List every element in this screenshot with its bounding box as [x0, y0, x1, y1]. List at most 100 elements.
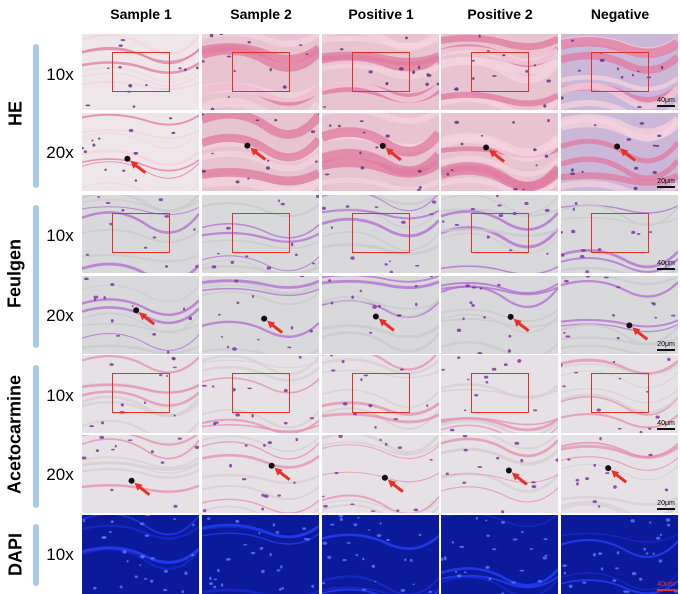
mag-label-feulgen-10x: 10x: [46, 226, 74, 245]
panel-dapi-10x-sample-1: [82, 515, 199, 594]
group-label-feulgen: Feulgen: [4, 239, 25, 309]
zoom-region-box: [232, 52, 290, 92]
panel-dapi-10x-positive-1: [322, 515, 439, 594]
panel-aceto-10x-positive-2: [441, 355, 558, 433]
scale-bar-label: 40μm: [657, 420, 675, 427]
scale-bar: 20μm: [657, 178, 675, 188]
zoom-region-box: [591, 213, 649, 253]
scale-bar-line: [657, 428, 675, 430]
panel-feulgen-20x-sample-2: [202, 276, 319, 354]
scale-bar: 20μm: [657, 341, 675, 351]
red-arrow-icon: [124, 155, 147, 174]
mag-label-he-20x: 20x: [46, 143, 74, 162]
panel-he-20x-positive-1: [322, 113, 439, 191]
group-label-dapi: DAPI: [5, 533, 26, 577]
scale-bar-line: [657, 589, 675, 591]
panel-he-10x-positive-2: [441, 34, 558, 110]
panel-dapi-10x-negative: 40μm: [561, 515, 678, 594]
panel-dapi-10x-positive-2: [441, 515, 558, 594]
red-arrow-icon: [614, 143, 637, 162]
group-label-acetocarmine: Acetocarmine: [4, 374, 25, 495]
red-arrow-icon: [372, 313, 395, 332]
red-arrow-icon: [507, 313, 530, 333]
zoom-region-box: [232, 213, 290, 253]
zoom-region-box: [112, 52, 170, 92]
zoom-region-box: [591, 373, 649, 413]
micrograph-grid: 40μm 20μm 40μm 20μm 40μm: [82, 34, 680, 594]
zoom-region-box: [352, 52, 410, 92]
red-arrow-icon: [626, 322, 649, 341]
scale-bar-label: 40μm: [657, 97, 675, 104]
panel-aceto-20x-positive-1: [322, 435, 439, 513]
scale-bar-line: [657, 508, 675, 510]
zoom-region-box: [112, 373, 170, 413]
panel-he-10x-sample-1: [82, 34, 199, 110]
panel-aceto-20x-positive-2: [441, 435, 558, 513]
red-arrow-icon: [381, 474, 404, 493]
panel-feulgen-10x-positive-1: [322, 195, 439, 273]
zoom-region-box: [352, 213, 410, 253]
zoom-region-box: [232, 373, 290, 413]
panel-aceto-20x-sample-1: [82, 435, 199, 513]
panel-he-20x-positive-2: [441, 113, 558, 191]
column-header-positive-2: Positive 2: [467, 6, 533, 22]
panel-feulgen-10x-sample-1: [82, 195, 199, 273]
zoom-region-box: [471, 52, 529, 92]
scale-bar: 40μm: [657, 260, 675, 270]
panel-he-10x-positive-1: [322, 34, 439, 110]
mag-label-he-10x: 10x: [46, 65, 74, 84]
panel-feulgen-20x-positive-2: [441, 276, 558, 354]
scale-bar-label: 40μm: [657, 260, 675, 267]
panel-he-20x-negative: 20μm: [561, 113, 678, 191]
zoom-region-box: [352, 373, 410, 413]
red-arrow-icon: [379, 142, 402, 162]
panel-dapi-10x-sample-2: [202, 515, 319, 594]
panel-he-20x-sample-1: [82, 113, 199, 191]
mag-label-aceto-10x: 10x: [46, 386, 74, 405]
group-bar-acetocarmine: [33, 365, 39, 508]
column-header-negative: Negative: [590, 6, 650, 22]
red-arrow-icon: [605, 465, 628, 484]
panel-he-10x-negative: 40μm: [561, 34, 678, 110]
scale-bar-line: [657, 349, 675, 351]
panel-feulgen-20x-sample-1: [82, 276, 199, 354]
panel-feulgen-10x-negative: 40μm: [561, 195, 678, 273]
group-bar-he: [33, 44, 39, 188]
panel-aceto-10x-sample-1: [82, 355, 199, 433]
red-arrow-icon: [505, 467, 528, 486]
scale-bar: 40μm: [657, 420, 675, 430]
scale-bar-label: 20μm: [657, 341, 675, 348]
mag-label-dapi-10x: 10x: [46, 545, 74, 564]
panel-feulgen-10x-positive-2: [441, 195, 558, 273]
red-arrow-icon: [268, 462, 291, 481]
zoom-region-box: [471, 373, 529, 413]
panel-he-10x-sample-2: [202, 34, 319, 110]
panel-he-20x-sample-2: [202, 113, 319, 191]
panel-feulgen-20x-positive-1: [322, 276, 439, 354]
zoom-region-box: [471, 213, 529, 253]
panel-aceto-10x-sample-2: [202, 355, 319, 433]
group-label-he: HE: [5, 101, 26, 127]
scale-bar-label: 20μm: [657, 500, 675, 507]
mag-label-feulgen-20x: 20x: [46, 306, 74, 325]
column-header-sample-1: Sample 1: [110, 6, 172, 22]
zoom-region-box: [112, 213, 170, 253]
panel-aceto-10x-negative: 40μm: [561, 355, 678, 433]
panel-feulgen-10x-sample-2: [202, 195, 319, 273]
red-arrow-icon: [483, 144, 506, 163]
panel-aceto-10x-positive-1: [322, 355, 439, 433]
panel-aceto-20x-negative: 20μm: [561, 435, 678, 513]
scale-bar-line: [657, 105, 675, 107]
column-header-positive-1: Positive 1: [348, 6, 414, 22]
panel-aceto-20x-sample-2: [202, 435, 319, 513]
mag-label-aceto-20x: 20x: [46, 465, 74, 484]
scale-bar-label: 20μm: [657, 178, 675, 185]
scale-bar: 20μm: [657, 500, 675, 510]
zoom-region-box: [591, 52, 649, 92]
scale-bar-label: 40μm: [657, 581, 675, 588]
red-arrow-icon: [244, 142, 267, 161]
column-header-sample-2: Sample 2: [230, 6, 292, 22]
red-arrow-icon: [133, 307, 156, 326]
panel-feulgen-20x-negative: 20μm: [561, 276, 678, 354]
scale-bar-line: [657, 186, 675, 188]
